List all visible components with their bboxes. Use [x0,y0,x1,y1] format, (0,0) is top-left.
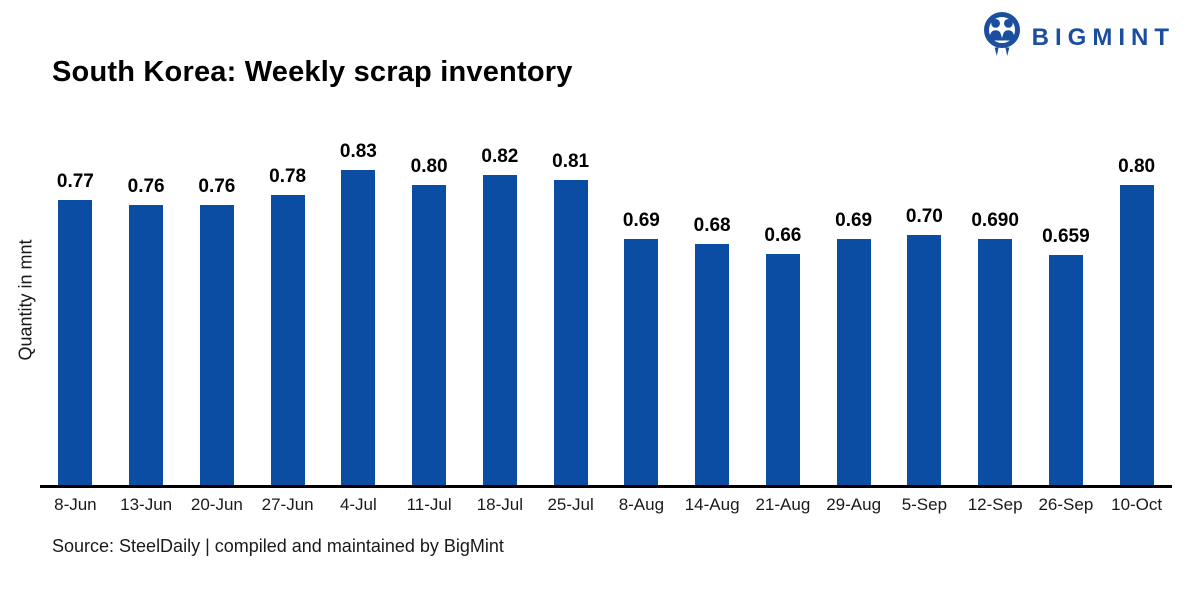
bar-slot: 0.78 [252,112,323,485]
bar [765,254,800,485]
x-axis-label: 25-Jul [547,495,594,514]
x-axis-label: 8-Jun [54,495,97,514]
bar [270,195,305,485]
bar-slot: 0.69 [818,112,889,485]
bigmint-logo: BIGMINT [982,10,1175,65]
bar [129,205,164,485]
x-axis-label: 8-Aug [618,495,665,514]
bar-value-label: 0.78 [269,166,307,187]
bar-value-label: 0.66 [764,225,802,246]
bar-value-label: 0.76 [127,176,165,197]
bar-slot: 0.81 [535,112,606,485]
x-axis-label: 27-Jun [261,495,314,514]
bar-slot: 0.83 [323,112,394,485]
x-axis-label: 13-Jun [120,495,173,514]
bar-slot: 0.80 [394,112,465,485]
plot-area: 0.77 0.76 0.76 0.78 0.83 0.80 0.82 0.81 0.69 0.68… [40,112,1172,488]
x-axis-label: 10-Oct [1111,495,1163,514]
x-axis-label: 29-Aug [826,495,882,514]
bar-slot: 0.690 [960,112,1031,485]
x-axis-label: 20-Jun [190,495,243,514]
bar-slot: 0.70 [889,112,960,485]
bar [553,180,588,485]
bigmint-logo-text: BIGMINT [1031,23,1175,51]
bar-slot: 0.659 [1031,112,1102,485]
chart-title: South Korea: Weekly scrap inventory [52,56,573,88]
bar-slot: 0.76 [182,112,253,485]
x-axis-label: 21-Aug [755,495,811,514]
bar [482,175,517,485]
source-note: Source: SteelDaily | compiled and mainta… [52,536,504,556]
bar [412,185,447,485]
bar [1119,185,1154,485]
bar-value-label: 0.659 [1042,226,1090,247]
bar-value-label: 0.80 [410,156,448,177]
bar-value-label: 0.81 [552,151,590,172]
x-axis-labels: 8-Jun 13-Jun 20-Jun 27-Jun 4-Jul 11-Jul 18-Jul… [40,495,1172,515]
bar [978,239,1013,485]
x-axis-label: 14-Aug [684,495,740,514]
bar-value-label: 0.690 [971,210,1019,231]
bar-value-label: 0.68 [693,215,731,236]
bar-slot: 0.66 [748,112,819,485]
bar-slot: 0.77 [40,112,111,485]
x-axis-label: 12-Sep [967,495,1023,514]
x-axis-label: 4-Jul [339,495,377,514]
x-axis-label: 5-Sep [901,495,948,514]
bar [58,200,93,485]
bar-value-label: 0.80 [1118,156,1156,177]
bar-slot: 0.68 [677,112,748,485]
bar [907,235,942,485]
bar [1048,255,1083,485]
y-axis-label: Quantity in mnt [15,239,36,361]
x-axis-label: 11-Jul [406,495,452,514]
bar-slot: 0.82 [465,112,536,485]
bar [695,244,730,485]
bar-value-label: 0.69 [835,210,873,231]
bar [624,239,659,485]
bar-slot: 0.69 [606,112,677,485]
bigmint-logo-icon [982,10,1022,65]
bar-value-label: 0.83 [339,141,377,162]
bar-value-label: 0.70 [905,206,943,227]
bar-value-label: 0.76 [198,176,236,197]
bar-slot: 0.76 [111,112,182,485]
x-axis-label: 18-Jul [476,495,524,514]
bar-value-label: 0.77 [56,171,94,192]
bar [341,170,376,485]
bar-value-label: 0.82 [481,146,519,167]
x-axis-label: 26-Sep [1038,495,1094,514]
bar [836,239,871,485]
bar-value-label: 0.69 [622,210,660,231]
bar [199,205,234,485]
bar-slot: 0.80 [1101,112,1172,485]
